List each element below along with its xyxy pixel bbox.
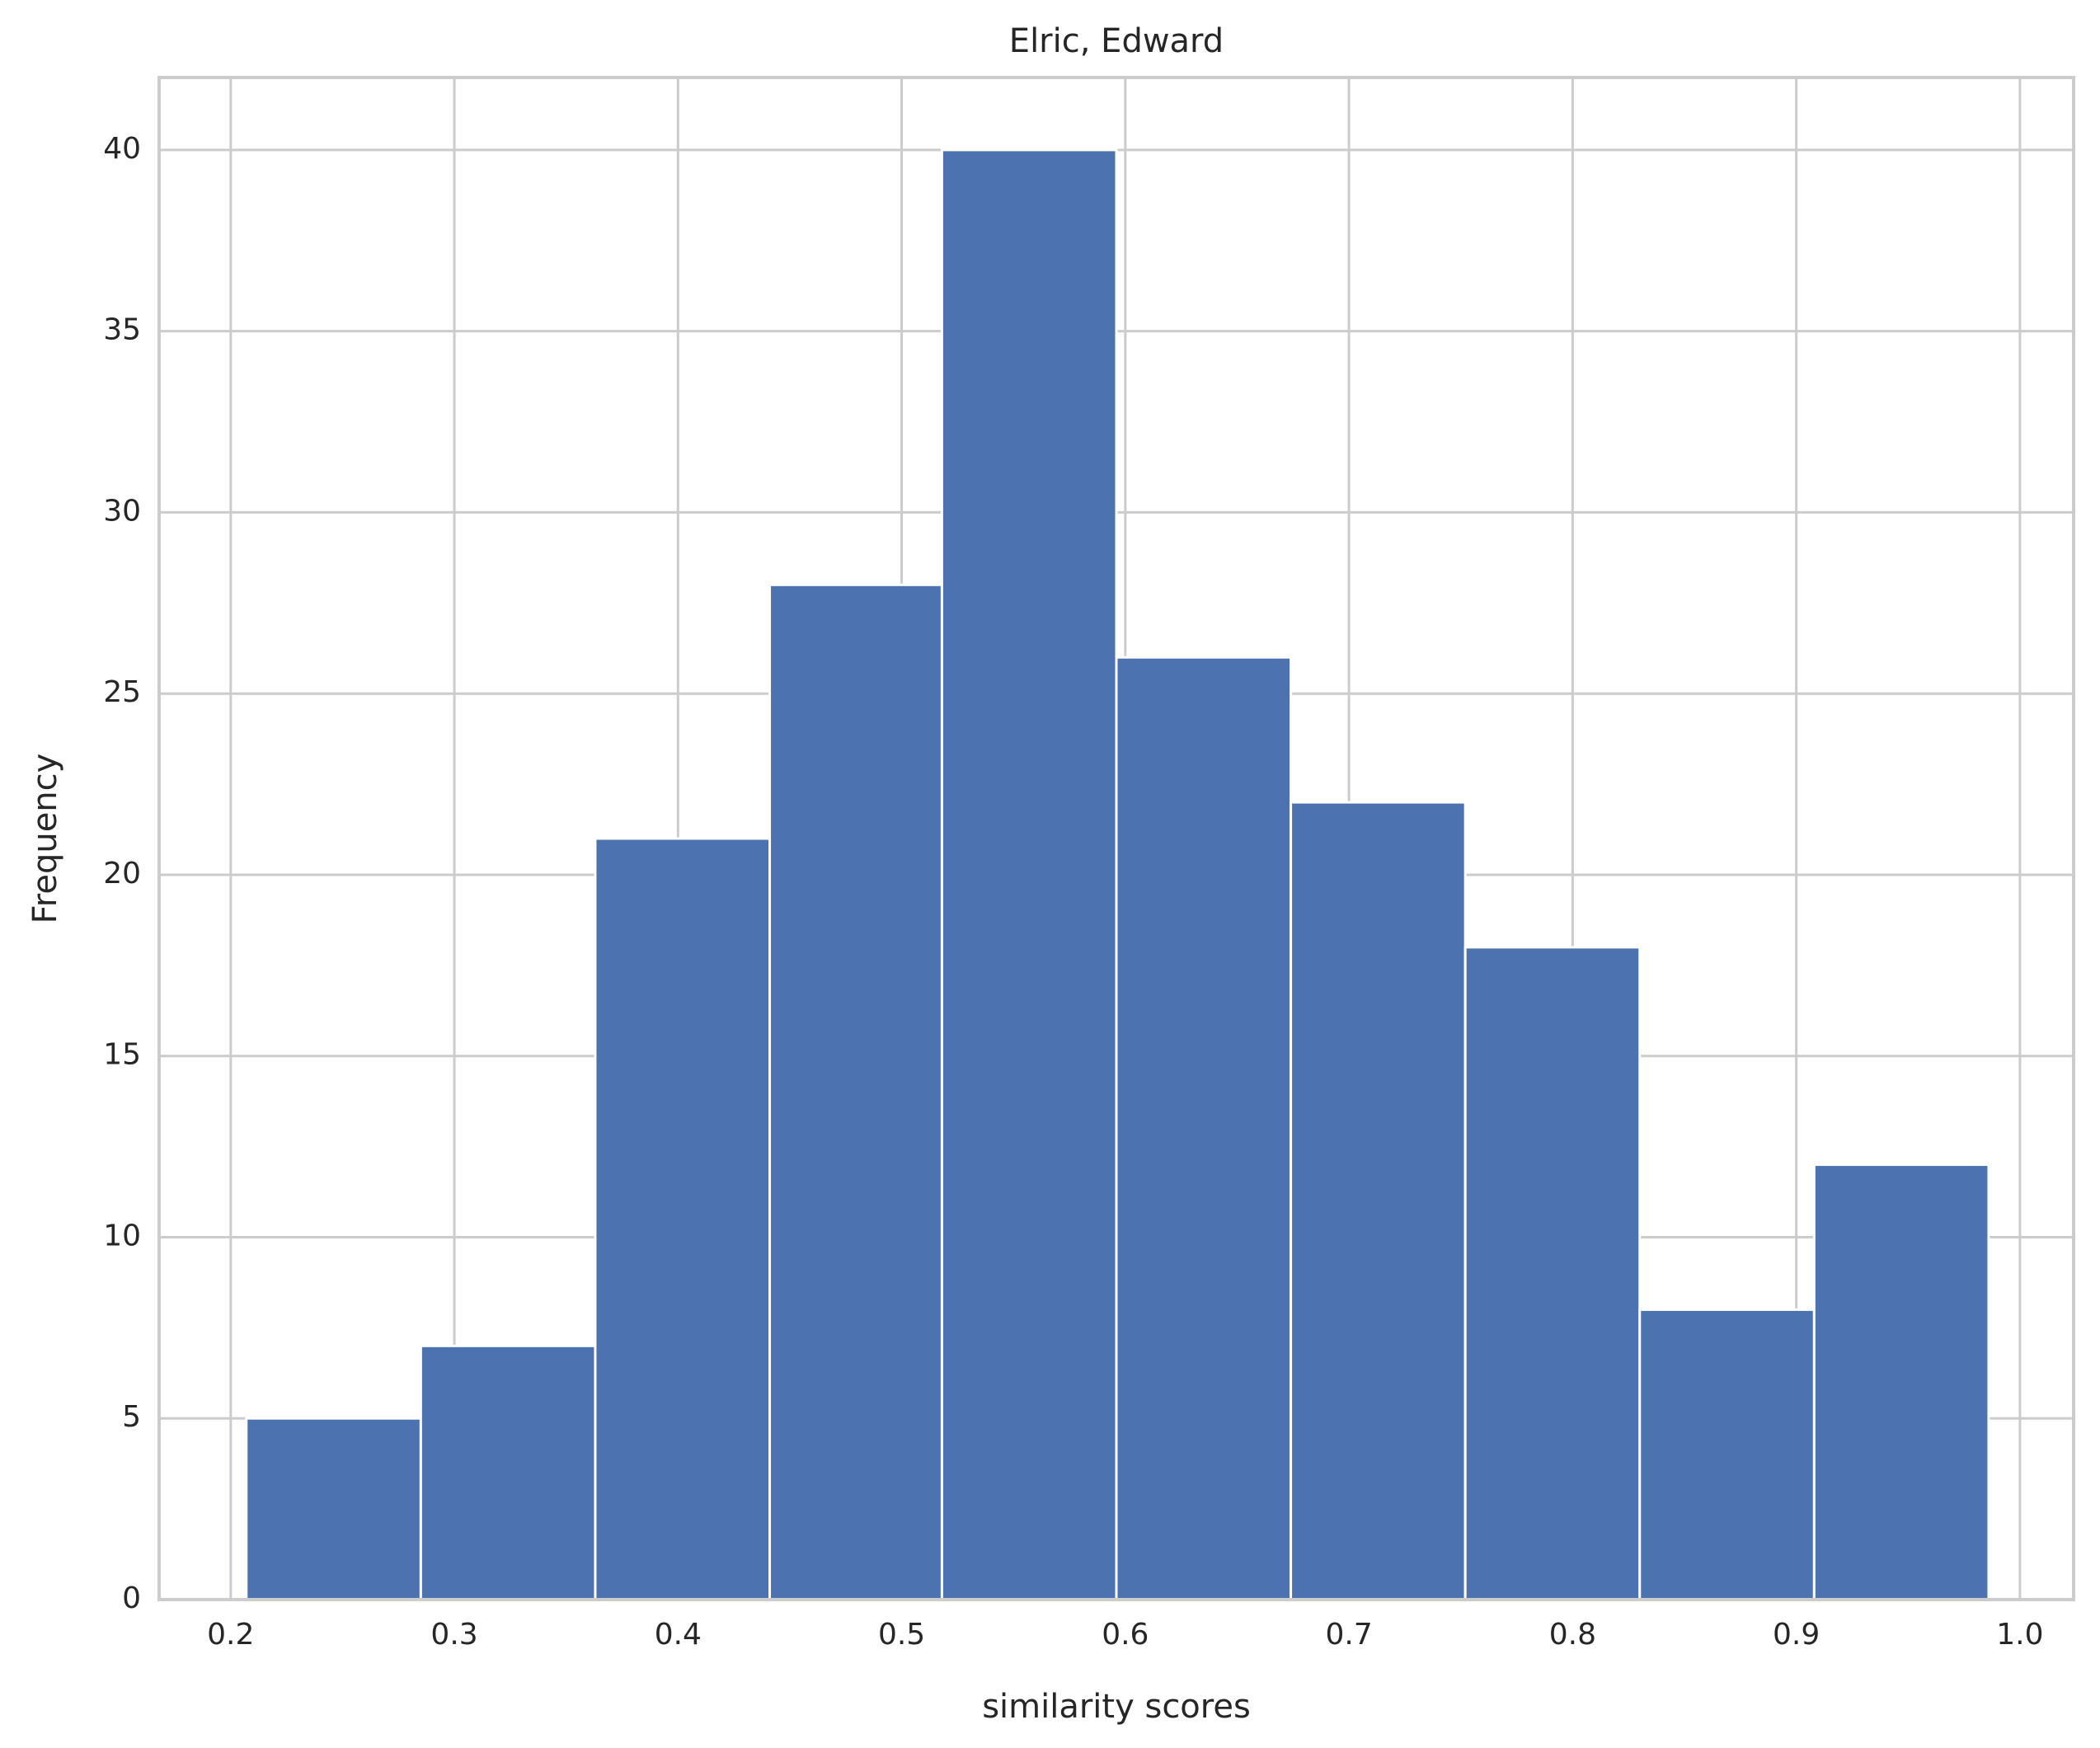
y-axis-label: Frequency [26, 754, 64, 924]
x-tick-label: 0.4 [655, 1618, 702, 1652]
bar [1463, 946, 1642, 1601]
y-tick-label: 10 [103, 1219, 141, 1252]
y-tick-label: 5 [122, 1400, 141, 1434]
chart-title: Elric, Edward [1009, 22, 1224, 60]
x-tick-label: 0.3 [430, 1618, 477, 1652]
x-tick-label: 1.0 [1996, 1618, 2043, 1652]
y-tick-label: 30 [103, 494, 141, 528]
bar [245, 1417, 422, 1601]
bar [1290, 801, 1467, 1601]
x-tick-label: 0.7 [1325, 1618, 1372, 1652]
bar [594, 837, 772, 1601]
bar [940, 148, 1118, 1601]
y-tick-label: 35 [103, 313, 141, 347]
x-tick-label: 0.8 [1549, 1618, 1596, 1652]
plot-frame [157, 76, 2075, 1601]
x-tick-label: 0.6 [1102, 1618, 1149, 1652]
y-tick-label: 0 [122, 1581, 141, 1615]
y-tick-label: 20 [103, 857, 141, 890]
bar [768, 583, 943, 1601]
y-tick-label: 40 [103, 132, 141, 166]
x-tick-label: 0.2 [207, 1618, 254, 1652]
bar [1115, 656, 1293, 1601]
bar [1812, 1163, 1990, 1601]
bar [419, 1344, 597, 1601]
x-tick-label: 0.5 [878, 1618, 925, 1652]
bar [1638, 1308, 1816, 1601]
x-axis-label: similarity scores [982, 1688, 1251, 1726]
x-tick-label: 0.9 [1773, 1618, 1820, 1652]
y-tick-label: 25 [103, 675, 141, 709]
y-tick-label: 15 [103, 1038, 141, 1072]
